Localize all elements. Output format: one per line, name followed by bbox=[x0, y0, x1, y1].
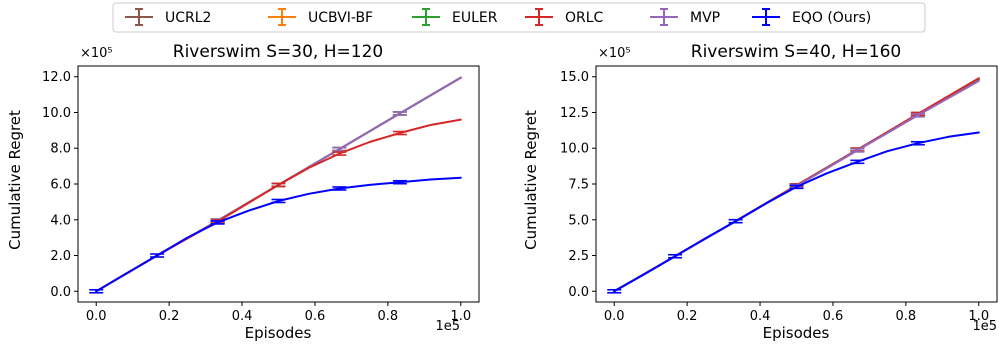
x-tick-label: 0.6 bbox=[823, 309, 844, 324]
y-axis-label: Cumulative Regret bbox=[6, 110, 24, 250]
x-axis-label: Episodes bbox=[763, 324, 830, 342]
x-axis-label: Episodes bbox=[245, 324, 312, 342]
x-tick-label: 0.6 bbox=[305, 309, 326, 324]
y-tick-label: 7.5 bbox=[568, 178, 589, 193]
y-axis-label: Cumulative Regret bbox=[522, 110, 540, 250]
y-tick-label: 12.5 bbox=[560, 106, 589, 121]
y-tick-label: 5.0 bbox=[568, 213, 589, 228]
chart-right: Riverswim S=40, H=160 ×10⁵ 1e5 Episodes … bbox=[522, 42, 998, 342]
y-multiplier: ×10⁵ bbox=[598, 46, 631, 61]
legend-entry: ORLC bbox=[525, 8, 604, 26]
y-tick-label: 10.0 bbox=[560, 142, 589, 157]
legend-entry: MVP bbox=[650, 8, 720, 26]
x-tick-label: 0.0 bbox=[86, 309, 107, 324]
chart-title: Riverswim S=40, H=160 bbox=[691, 42, 901, 62]
x-multiplier: 1e5 bbox=[972, 319, 997, 334]
legend-entry: EQO (Ours) bbox=[752, 8, 871, 26]
y-tick-label: 6.0 bbox=[50, 178, 71, 193]
x-tick-label: 1.0 bbox=[450, 309, 471, 324]
legend: UCRL2 UCBVI-BF EULER ORLC MVP EQO (Ours) bbox=[112, 2, 926, 33]
y-tick-label: 0.0 bbox=[568, 285, 589, 300]
x-tick-label: 1.0 bbox=[968, 309, 989, 324]
x-tick-label: 0.0 bbox=[604, 309, 625, 324]
y-tick-label: 2.5 bbox=[568, 249, 589, 264]
chart-title: Riverswim S=30, H=120 bbox=[173, 42, 383, 62]
y-multiplier: ×10⁵ bbox=[80, 46, 113, 61]
x-tick-label: 0.4 bbox=[232, 309, 253, 324]
legend-label: ORLC bbox=[565, 10, 604, 26]
legend-label: UCRL2 bbox=[165, 10, 211, 26]
series-line-EQO (Ours) bbox=[95, 176, 462, 293]
legend-label: MVP bbox=[690, 10, 720, 26]
x-tick-label: 0.2 bbox=[677, 309, 698, 324]
x-tick-label: 0.4 bbox=[750, 309, 771, 324]
legend-frame bbox=[112, 2, 926, 33]
y-tick-label: 10.0 bbox=[42, 106, 71, 121]
x-tick-label: 0.8 bbox=[378, 309, 399, 324]
legend-entry: UCBVI-BF bbox=[268, 8, 373, 26]
y-tick-label: 12.0 bbox=[42, 70, 71, 85]
y-tick-label: 4.0 bbox=[50, 213, 71, 228]
legend-entry: UCRL2 bbox=[125, 8, 211, 26]
series-line-EQO (Ours) bbox=[613, 131, 980, 293]
legend-label: UCBVI-BF bbox=[308, 10, 373, 26]
x-tick-label: 0.8 bbox=[896, 309, 917, 324]
legend-entry: EULER bbox=[412, 8, 498, 26]
y-tick-label: 15.0 bbox=[560, 70, 589, 85]
legend-label: EQO (Ours) bbox=[792, 10, 871, 26]
y-tick-label: 2.0 bbox=[50, 249, 71, 264]
y-tick-label: 8.0 bbox=[50, 142, 71, 157]
legend-label: EULER bbox=[452, 10, 498, 26]
chart-left: Riverswim S=30, H=120 ×10⁵ 1e5 Episodes … bbox=[6, 42, 480, 342]
series-line-ORLC bbox=[95, 118, 462, 293]
y-tick-label: 0.0 bbox=[50, 285, 71, 300]
x-tick-label: 0.2 bbox=[159, 309, 180, 324]
x-multiplier: 1e5 bbox=[435, 319, 460, 334]
